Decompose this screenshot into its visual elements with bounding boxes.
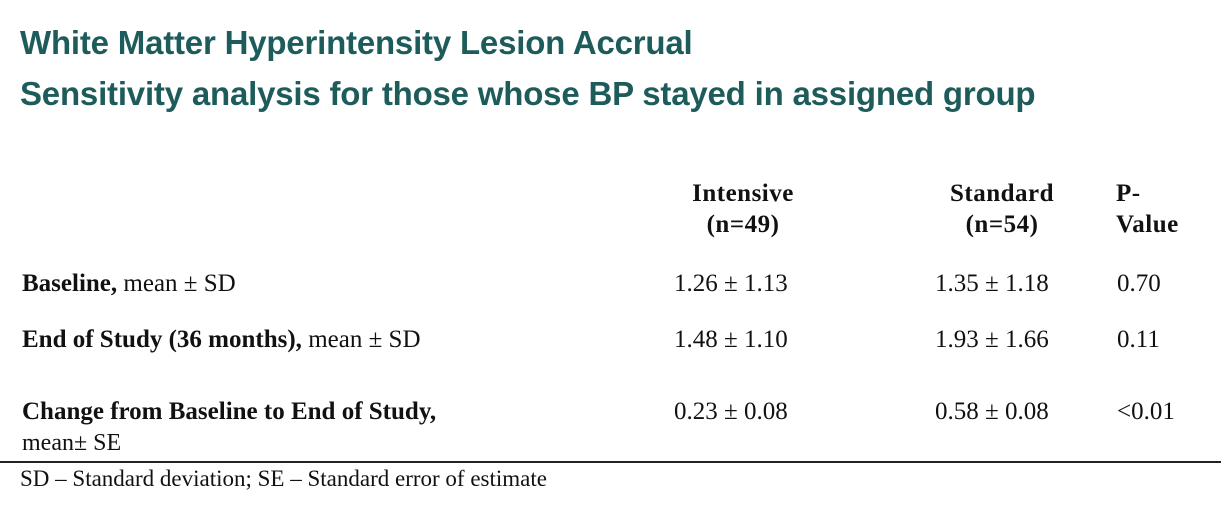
table-row-end-of-study-label: End of Study (36 months), mean ± SD xyxy=(22,324,421,355)
table-cell-baseline-intensive: 1.26 ± 1.13 xyxy=(674,270,788,297)
title-line-2: Sensitivity analysis for those whose BP … xyxy=(20,75,1036,112)
column-header-intensive-line2: (n=49) xyxy=(706,211,780,239)
column-header-p-value-line1: P- xyxy=(1116,180,1141,207)
column-header-p-value-line2: Value xyxy=(1116,211,1179,239)
table-cell-end-of-study-intensive: 1.48 ± 1.10 xyxy=(674,326,788,353)
table-cell-end-of-study-p-value: 0.11 xyxy=(1117,326,1160,353)
row-label-bold: Baseline, xyxy=(22,270,118,297)
column-header-p-value: P- Value xyxy=(1116,178,1179,241)
row-label-stat: mean ± SD xyxy=(301,326,421,353)
footnote: SD – Standard deviation; SE – Standard e… xyxy=(20,466,547,491)
row-label-stat: mean ± SD xyxy=(117,270,236,297)
title-line-1: White Matter Hyperintensity Lesion Accru… xyxy=(20,24,693,61)
table-cell-change-p-value: <0.01 xyxy=(1117,398,1175,425)
row-label-bold: End of Study (36 months), xyxy=(22,326,302,353)
table-row-change-label: Change from Baseline to End of Study, xyxy=(22,396,436,427)
table-cell-baseline-p-value: 0.70 xyxy=(1117,270,1161,297)
table-cell-baseline-standard: 1.35 ± 1.18 xyxy=(935,270,1049,297)
table-bottom-rule xyxy=(0,461,1221,463)
table-row-baseline-label: Baseline, mean ± SD xyxy=(22,268,236,299)
table-row-change-label-line2: mean± SE xyxy=(22,430,122,456)
table-cell-change-standard: 0.58 ± 0.08 xyxy=(935,398,1049,425)
column-header-standard-line2: (n=54) xyxy=(965,211,1039,239)
table-cell-end-of-study-standard: 1.93 ± 1.66 xyxy=(935,326,1049,353)
table-cell-change-intensive: 0.23 ± 0.08 xyxy=(674,398,788,425)
column-header-intensive: Intensive (n=49) xyxy=(668,178,818,241)
column-header-standard-line1: Standard xyxy=(949,180,1055,207)
row-label-bold: Change from Baseline to End of Study, xyxy=(22,398,437,425)
column-header-intensive-line1: Intensive xyxy=(692,180,794,207)
column-header-standard: Standard (n=54) xyxy=(927,178,1077,241)
